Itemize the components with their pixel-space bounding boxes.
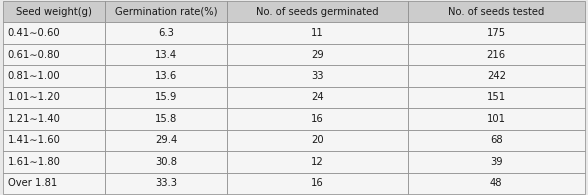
- Bar: [227, 173, 407, 194]
- Text: 1.41∼1.60: 1.41∼1.60: [8, 135, 61, 145]
- Bar: [3, 151, 105, 173]
- Bar: [3, 130, 105, 151]
- Bar: [3, 65, 105, 87]
- Text: 30.8: 30.8: [155, 157, 177, 167]
- Bar: [407, 130, 585, 151]
- Bar: [227, 108, 407, 130]
- Text: 29: 29: [311, 50, 323, 60]
- Bar: [227, 1, 407, 22]
- Text: 13.4: 13.4: [155, 50, 177, 60]
- Text: 0.81∼1.00: 0.81∼1.00: [8, 71, 60, 81]
- Text: 1.01∼1.20: 1.01∼1.20: [8, 92, 61, 103]
- Bar: [105, 65, 227, 87]
- Text: 1.21∼1.40: 1.21∼1.40: [8, 114, 61, 124]
- Bar: [3, 1, 105, 22]
- Text: 15.8: 15.8: [155, 114, 177, 124]
- Text: 20: 20: [311, 135, 323, 145]
- Text: Over 1.81: Over 1.81: [8, 178, 57, 188]
- Text: 1.61∼1.80: 1.61∼1.80: [8, 157, 61, 167]
- Text: 33: 33: [311, 71, 323, 81]
- Text: Germination rate(%): Germination rate(%): [115, 7, 217, 17]
- Bar: [227, 87, 407, 108]
- Text: No. of seeds germinated: No. of seeds germinated: [256, 7, 379, 17]
- Bar: [105, 44, 227, 65]
- Bar: [227, 22, 407, 44]
- Text: 16: 16: [311, 178, 323, 188]
- Bar: [105, 151, 227, 173]
- Text: Seed weight(g): Seed weight(g): [16, 7, 92, 17]
- Bar: [3, 108, 105, 130]
- Bar: [105, 22, 227, 44]
- Text: 48: 48: [490, 178, 503, 188]
- Bar: [227, 65, 407, 87]
- Text: No. of seeds tested: No. of seeds tested: [448, 7, 544, 17]
- Bar: [407, 173, 585, 194]
- Text: 242: 242: [487, 71, 506, 81]
- Text: 16: 16: [311, 114, 323, 124]
- Text: 29.4: 29.4: [155, 135, 177, 145]
- Bar: [3, 44, 105, 65]
- Bar: [105, 87, 227, 108]
- Text: 68: 68: [490, 135, 503, 145]
- Bar: [407, 44, 585, 65]
- Bar: [105, 108, 227, 130]
- Bar: [407, 87, 585, 108]
- Text: 175: 175: [487, 28, 506, 38]
- Bar: [227, 44, 407, 65]
- Bar: [105, 1, 227, 22]
- Text: 0.61∼0.80: 0.61∼0.80: [8, 50, 60, 60]
- Text: 39: 39: [490, 157, 503, 167]
- Text: 12: 12: [311, 157, 323, 167]
- Bar: [227, 130, 407, 151]
- Text: 101: 101: [487, 114, 506, 124]
- Text: 0.41∼0.60: 0.41∼0.60: [8, 28, 60, 38]
- Bar: [407, 108, 585, 130]
- Text: 24: 24: [311, 92, 323, 103]
- Text: 11: 11: [311, 28, 323, 38]
- Text: 6.3: 6.3: [158, 28, 174, 38]
- Bar: [3, 22, 105, 44]
- Bar: [407, 151, 585, 173]
- Bar: [407, 1, 585, 22]
- Bar: [3, 87, 105, 108]
- Bar: [227, 151, 407, 173]
- Text: 33.3: 33.3: [155, 178, 177, 188]
- Text: 216: 216: [487, 50, 506, 60]
- Bar: [105, 130, 227, 151]
- Text: 151: 151: [487, 92, 506, 103]
- Bar: [3, 173, 105, 194]
- Bar: [407, 22, 585, 44]
- Bar: [105, 173, 227, 194]
- Bar: [407, 65, 585, 87]
- Text: 15.9: 15.9: [155, 92, 177, 103]
- Text: 13.6: 13.6: [155, 71, 177, 81]
